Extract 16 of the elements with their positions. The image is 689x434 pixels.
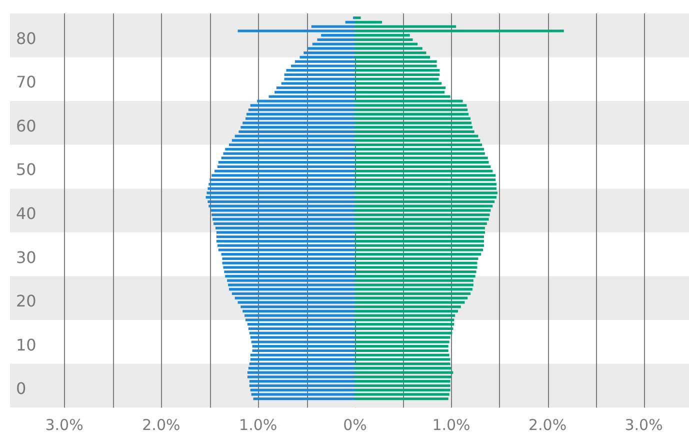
x-tick-label: 3.0% [624, 416, 663, 434]
y-tick-label: 60 [16, 116, 36, 136]
x-tick-label: 0% [343, 416, 367, 434]
y-tick-label: 0 [16, 379, 26, 398]
x-tick-label: 2.0% [528, 416, 567, 434]
y-tick-label: 80 [16, 28, 36, 48]
y-tick-label: 20 [16, 292, 36, 311]
y-tick-label: 40 [16, 204, 36, 224]
y-tick-label: 10 [16, 335, 36, 354]
x-tick-label: 1.0% [239, 416, 278, 434]
x-tick-label: 2.0% [142, 416, 180, 434]
y-tick-label: 30 [16, 248, 36, 267]
y-tick-label: 50 [16, 160, 36, 180]
y-tick-label: 70 [16, 72, 36, 92]
x-tick-label: 3.0% [45, 416, 84, 434]
x-tick-label: 1.0% [432, 416, 470, 434]
